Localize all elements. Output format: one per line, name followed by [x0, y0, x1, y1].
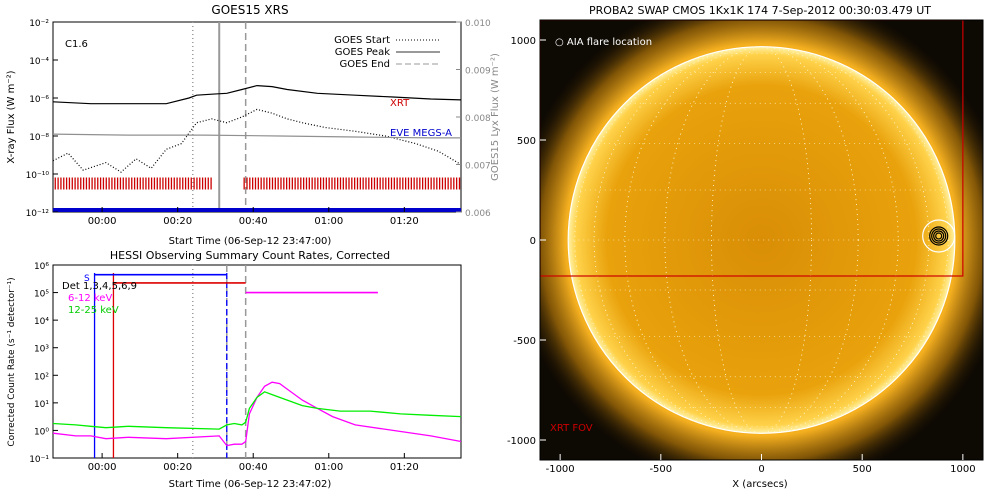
legend-goes-end: GOES End — [340, 59, 390, 70]
x-tick-label: 00:20 — [163, 216, 192, 227]
xrt-series-label: XRT — [390, 98, 410, 109]
legend-goes-peak: GOES Peak — [335, 47, 390, 58]
y-right-tick-label: 0.007 — [465, 162, 491, 172]
y-tick-label: 1000 — [511, 36, 536, 47]
y-tick-label: 10⁻¹ — [29, 455, 49, 465]
hessi-plot-frame — [52, 264, 462, 459]
hessi-legend-6-12: 6-12 keV — [68, 293, 112, 304]
swap-image — [540, 20, 983, 460]
swap-title: PROBA2 SWAP CMOS 1Kx1K 174 7-Sep-2012 00… — [589, 4, 931, 17]
hessi-panel: HESSI Observing Summary Count Rates, Cor… — [7, 249, 462, 490]
y-tick-label: -500 — [513, 336, 536, 347]
y-right-tick-label: 0.010 — [465, 19, 491, 29]
hessi-ylabel: Corrected Count Rate (s⁻¹ detector⁻¹) — [7, 277, 17, 446]
y-tick-label: 10⁻⁴ — [29, 57, 49, 67]
flare-contour — [929, 226, 949, 246]
y-tick-label: 10⁰ — [34, 427, 49, 437]
y-tick-label: 10⁻⁶ — [29, 95, 49, 105]
hessi-event-lines — [192, 265, 247, 458]
flare-contour — [931, 228, 947, 244]
xrt-fov-box — [540, 20, 964, 277]
x-tick-label: 500 — [853, 464, 872, 475]
count-rate-line — [52, 381, 462, 447]
solar-disk — [568, 46, 955, 434]
series-line — [52, 133, 461, 139]
y-tick-label: 10¹ — [34, 400, 49, 410]
longitude-line — [664, 46, 859, 434]
longitude-line — [711, 46, 812, 434]
y-tick-label: 10⁻¹⁰ — [26, 171, 50, 181]
y-right-tick-label: 0.009 — [465, 67, 491, 77]
y-tick-label: 10⁻² — [29, 19, 49, 29]
x-tick-label: 00:00 — [88, 216, 117, 227]
y-right-tick-label: 0.008 — [465, 114, 491, 124]
hessi-axes: 00:00 00:20 00:40 01:00 01:20 10⁻¹ 10⁰ 10¹ 10² 10… — [29, 262, 419, 473]
goes-title: GOES15 XRS — [211, 3, 288, 17]
goes-legend: GOES Start GOES Peak GOES End — [334, 35, 440, 70]
goes-axes: 00:00 00:20 00:40 01:00 01:20 10⁻¹² 10⁻¹⁰ 10⁻⁸ 1… — [26, 19, 491, 227]
flare-contour — [935, 232, 943, 240]
y-tick-label: 500 — [517, 136, 536, 147]
y-tick-label: 10² — [34, 372, 49, 382]
x-tick-label: 01:20 — [390, 462, 419, 473]
det-label: Det 1,3,4,5,6,9 — [62, 281, 137, 292]
y-tick-label: 10⁴ — [34, 317, 49, 327]
goes-series-group — [52, 84, 462, 212]
goes-ylabel-right: GOES15 Lyx Flux (W m⁻²) — [490, 53, 501, 181]
y-tick-label: 10³ — [34, 345, 49, 355]
goes-class-label: C1.6 — [65, 39, 88, 50]
x-tick-label: 00:40 — [239, 462, 268, 473]
aia-location-label: ○ AIA flare location — [555, 37, 652, 48]
series-line — [52, 108, 462, 173]
goes-panel: GOES15 XRS 00:00 00:20 00:40 01:00 01:20 10⁻¹… — [6, 3, 501, 247]
xrt-fov-label: XRT FOV — [550, 423, 593, 434]
x-tick-label: 01:00 — [314, 462, 343, 473]
x-tick-label: 0 — [758, 464, 764, 475]
goes-event-lines — [192, 22, 247, 212]
y-tick-label: 10⁵ — [34, 290, 49, 300]
aia-flare-circle — [922, 219, 956, 253]
swap-axes: -1000 -500 0 500 1000 -1000 -500 0 500 1000 — [507, 36, 976, 475]
y-tick-label: 10⁻⁸ — [29, 133, 49, 143]
y-tick-label: 10⁶ — [34, 262, 49, 272]
goes-xlabel: Start Time (06-Sep-12 23:47:00) — [169, 236, 332, 247]
swap-xlabel: X (arcsecs) — [732, 479, 788, 490]
x-tick-label: -1000 — [546, 464, 575, 475]
x-tick-label: 00:40 — [239, 216, 268, 227]
s-marker: S — [84, 274, 90, 284]
y-right-tick-label: 0.006 — [465, 209, 491, 219]
x-tick-label: 01:00 — [314, 216, 343, 227]
hessi-series-group — [52, 273, 462, 458]
x-tick-label: 01:20 — [390, 216, 419, 227]
x-tick-label: -500 — [649, 464, 672, 475]
swap-panel: PROBA2 SWAP CMOS 1Kx1K 174 7-Sep-2012 00… — [507, 4, 984, 490]
x-tick-label: 1000 — [950, 464, 975, 475]
x-tick-label: 00:00 — [88, 462, 117, 473]
hessi-xlabel: Start Time (06-Sep-12 23:47:02) — [169, 479, 332, 490]
legend-goes-start: GOES Start — [334, 35, 390, 46]
flare-contour — [933, 230, 945, 242]
x-tick-label: 00:20 — [163, 462, 192, 473]
y-tick-label: 10⁻¹² — [26, 209, 50, 219]
count-rate-line — [52, 391, 462, 430]
series-line — [52, 84, 462, 105]
y-tick-label: 0 — [530, 236, 536, 247]
goes-ylabel-left: X-ray Flux (W m⁻²) — [6, 70, 17, 163]
aia-flare-marker — [922, 219, 956, 253]
y-tick-label: -1000 — [507, 436, 536, 447]
eve-series-label: EVE MEGS-A — [390, 128, 452, 139]
hessi-title: HESSI Observing Summary Count Rates, Cor… — [110, 249, 390, 262]
hessi-legend-12-25: 12-25 keV — [68, 305, 119, 316]
